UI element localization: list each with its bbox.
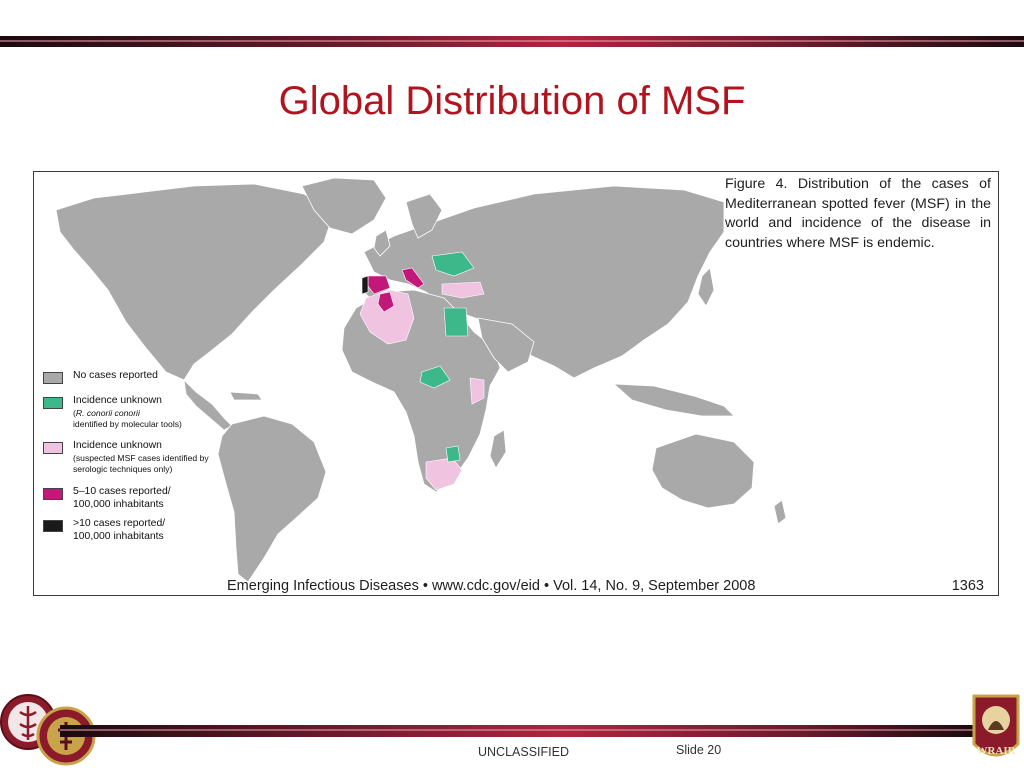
region-molecular-central-africa (419, 365, 451, 389)
region-molecular-egypt (443, 307, 469, 337)
region-moderate-tunisia (377, 291, 395, 313)
region-high-portugal (361, 275, 369, 295)
classification-label: UNCLASSIFIED (478, 745, 569, 759)
slide-number: Slide 20 (676, 743, 722, 757)
southeast-asia-islands (612, 383, 735, 417)
uk-land (373, 229, 391, 257)
world-map (55, 177, 787, 583)
south-america-land (217, 415, 327, 583)
legend-sublabel: (R. conorii conorii identified by molecul… (73, 407, 182, 430)
region-moderate-italy (401, 267, 425, 289)
legend-label: Incidence unknown (73, 440, 162, 451)
australia-land (651, 433, 755, 509)
region-serologic-algeria (359, 289, 415, 345)
japan-land (697, 267, 715, 307)
central-america-land (183, 378, 233, 431)
scandinavia-land (405, 193, 443, 239)
greenland-land (301, 177, 387, 235)
journal-citation: Emerging Infectious Diseases • www.cdc.g… (227, 578, 756, 594)
caribbean-land (229, 391, 263, 401)
slide-title: Global Distribution of MSF (278, 79, 746, 123)
journal-page-number: 1363 (951, 578, 984, 594)
new-zealand-land (773, 499, 787, 525)
region-molecular-ukraine (431, 251, 475, 277)
legend-sublabel: (suspected MSF cases identified by serol… (73, 452, 209, 475)
bottom-decorative-rule (60, 725, 980, 737)
figure-caption: Figure 4. Distribution of the cases of M… (725, 176, 991, 252)
top-rule-highlight (0, 40, 1024, 42)
legend-swatch-black (43, 520, 63, 532)
wrair-logo-text: WRAIR (976, 745, 1016, 757)
legend-label: No cases reported (73, 370, 158, 381)
legend-label: 5–10 cases reported/ 100,000 inhabitants (73, 486, 171, 510)
figure-frame: Figure 4. Distribution of the cases of M… (33, 171, 999, 596)
legend-label: >10 cases reported/ 100,000 inhabitants (73, 518, 166, 542)
north-america-land (55, 183, 335, 381)
legend-swatch-green (43, 397, 63, 409)
region-molecular-zimbabwe (445, 445, 461, 463)
arabia-land (477, 317, 535, 373)
region-serologic-kenya (469, 377, 485, 405)
legend-swatch-magenta (43, 488, 63, 500)
wrair-shield-logo: WRAIR (972, 694, 1020, 757)
legend-label: Incidence unknown (73, 395, 162, 406)
legend-swatch-gray (43, 372, 63, 384)
legend-swatch-pink (43, 442, 63, 454)
region-serologic-turkey (441, 281, 485, 299)
bottom-rule-highlight (60, 729, 980, 731)
madagascar-land (489, 429, 507, 469)
